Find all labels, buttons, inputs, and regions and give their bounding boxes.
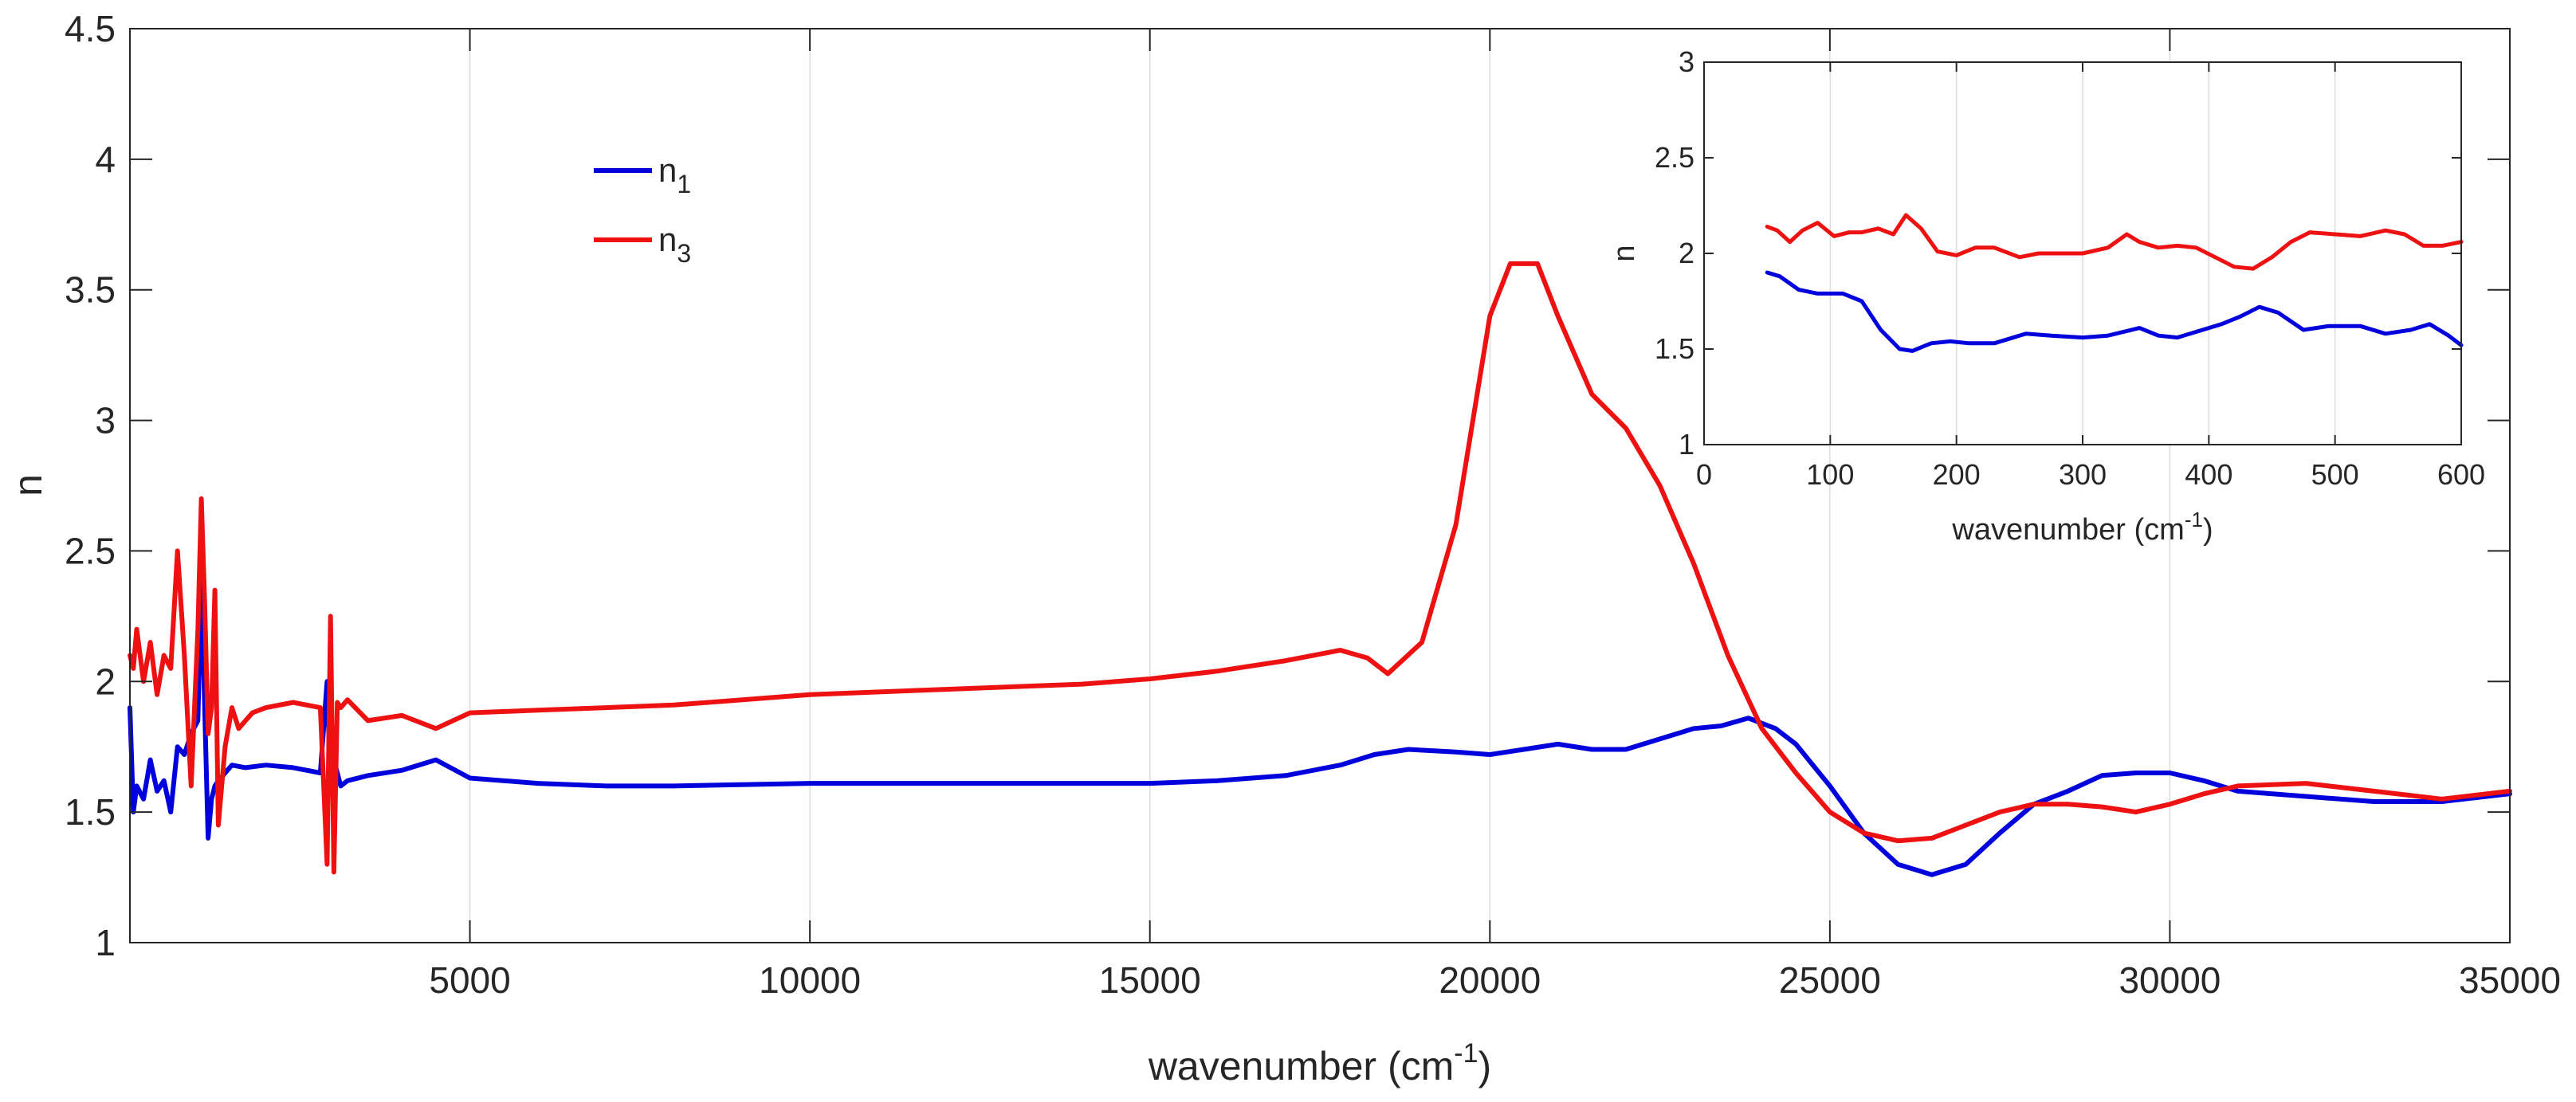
inset-y-tick-label: 2.5 [1655,141,1694,174]
main-x-tick-label: 15000 [1099,959,1201,1001]
main-series-n1-line [128,575,2512,877]
main-x-tick-label: 25000 [1779,959,1881,1001]
main-y-tick-label: 2 [95,661,116,702]
inset-y-tick-label: 3 [1679,45,1694,78]
main-x-tick-label: 30000 [2119,959,2221,1001]
inset-x-axis-label: wavenumber (cm-1) [1951,508,2213,547]
inset-x-tick-label: 500 [2311,458,2359,491]
main-series-lines [128,261,2512,877]
main-x-tick-label: 20000 [1439,959,1541,1001]
inset-series-n1-line [1765,270,2464,353]
inset-series-lines [1765,213,2464,353]
inset-x-tick-label: 200 [1933,458,1981,491]
legend-n3-label: n3 [658,221,691,268]
inset-x-tick-label: 600 [2437,458,2485,491]
main-y-tick-label: 3.5 [65,269,116,311]
inset-x-tick-label: 400 [2185,458,2232,491]
inset-series-n3-line [1765,213,2464,271]
main-x-tick-label: 5000 [429,959,510,1001]
main-y-tick-label: 2.5 [65,530,116,571]
main-ticks: 5000 10000 15000 20000 25000 30000 3500011.522… [65,8,2561,1001]
main-y-axis-label: n [6,474,50,496]
inset-y-tick-label: 1 [1679,428,1694,461]
main-y-tick-label: 3 [95,400,116,441]
main-series-n3-line [128,261,2512,875]
inset-x-tick-label: 100 [1806,458,1854,491]
main-y-tick-label: 1.5 [65,791,116,833]
main-x-axis-label: wavenumber (cm-1) [1148,1038,1491,1088]
inset-ticks: 0 100 200 300 400 500 600 1 1.5 2 2.5 3 [1655,45,2485,491]
inset-y-tick-label: 1.5 [1655,332,1694,365]
inset-x-tick-label: 300 [2059,458,2107,491]
main-y-tick-label: 4.5 [65,8,116,49]
main-x-tick-label: 35000 [2459,959,2561,1001]
inset-y-tick-label: 2 [1679,237,1694,269]
main-axes-box [129,28,2511,943]
inset-plot: 0 100 200 300 400 500 600 1 1.5 2 2.5 3 wavenumber … [1608,45,2485,547]
main-x-tick-label: 10000 [759,959,861,1001]
legend-n1-label: n1 [658,151,691,198]
main-y-tick-label: 1 [95,922,116,963]
main-y-tick-label: 4 [95,139,116,180]
inset-x-tick-label: 0 [1696,458,1712,491]
inset-y-axis-label: n [1608,245,1641,261]
legend: n1 n3 [594,151,691,268]
